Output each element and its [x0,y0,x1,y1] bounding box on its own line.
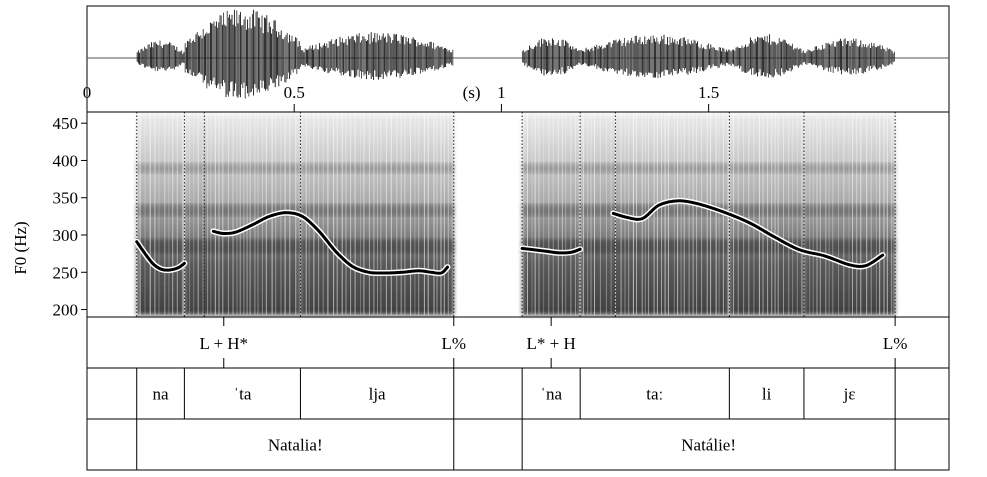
f0-contour [133,197,886,277]
time-tick-label: 1 [497,83,506,102]
spectrogram-formant-band [803,163,896,174]
annotation-tiers: L + H* L% L* + H L% na ˈta lja ˈna taː li jɛ Nata… [86,316,950,471]
syllable-label: ˈta [233,385,251,404]
time-tick-label: 0 [83,83,92,102]
spectrogram-formant-band [300,239,454,254]
time-axis-ticks: 0 0.5 1 1.5 [83,83,719,112]
waveform-panel: (s) 0 0.5 1 1.5 [83,5,950,113]
tone-label: L* + H [527,334,576,353]
syllable-label: li [762,385,772,404]
spectrogram-panel: 200 250 300 350 400 450 F0 (Hz) [11,111,950,320]
tone-label: L% [441,334,466,353]
word-tier: Natalia! Natálie! [136,419,896,470]
f0-tick-label: 200 [53,301,79,320]
f0-contour-segment [135,240,186,272]
f0-contour-segment [211,211,449,275]
syllable-label: na [153,385,170,404]
tone-label: L + H* [199,334,248,353]
syllable-label: lja [369,385,386,404]
spectrogram-energy [136,114,896,315]
f0-contour-segment [520,246,582,255]
f0-axis-label: F0 (Hz) [11,221,30,274]
spectrogram-formant-band [580,239,730,254]
spectrogram-formant-band [300,163,454,174]
spectrogram-striations [136,114,892,315]
syllable-tier: na ˈta lja ˈna taː li jɛ [136,368,896,419]
f0-axis-ticks: 200 250 300 350 400 450 [53,114,87,320]
f0-tick-label: 350 [53,189,79,208]
spectrogram-formant-band [803,204,896,217]
word-label: Natalia! [268,436,323,455]
syllable-label: ˈna [540,385,562,404]
spectrogram-formant-band [300,204,454,217]
spectrogram-formant-band [803,239,896,254]
spectrogram-formant-band [136,163,185,174]
spectrogram-formant-band [522,163,581,174]
time-tick-label: 0.5 [284,83,305,102]
time-tick-label: 1.5 [698,83,719,102]
syllable-label: jɛ [843,385,856,404]
f0-tick-label: 450 [53,114,79,133]
syllable-label: taː [646,385,663,404]
spectrogram-formant-band [580,163,730,174]
f0-contour-segment [611,199,885,268]
waveform-signal [136,9,895,99]
time-axis-unit-label: (s) [463,83,481,102]
tone-label: L% [883,334,908,353]
f0-tick-label: 400 [53,151,79,170]
spectrogram-formant-band [184,163,301,174]
tone-tier: L + H* L% L* + H L% [199,317,907,368]
spectrogram-formant-band [729,163,804,174]
word-label: Natálie! [681,436,736,455]
f0-tick-label: 300 [53,226,79,245]
spectrogram-formant-band [522,204,581,217]
f0-tick-label: 250 [53,263,79,282]
spectrogram-formant-band [184,239,301,254]
tiers-frame [86,316,950,471]
spectrogram-formant-band [729,204,804,217]
